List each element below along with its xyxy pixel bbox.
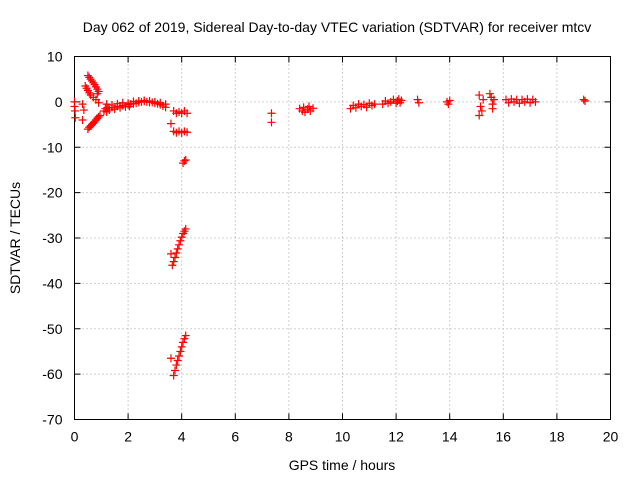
data-point	[95, 111, 104, 120]
data-point	[168, 261, 177, 270]
data-point	[179, 338, 188, 347]
y-tick-label: -40	[42, 275, 62, 291]
data-point	[397, 96, 406, 105]
data-point	[267, 118, 276, 127]
data-point	[183, 109, 192, 118]
ticks: 0 2 4 6 8 10 12 14 16 18 20 10 0 -10 -20 -30 -40 -50 -60 -7…	[42, 49, 618, 445]
data-point	[488, 104, 497, 113]
data-point	[71, 106, 80, 115]
data-point	[169, 257, 178, 266]
y-axis-label: SDTVAR / TECUs	[7, 182, 23, 294]
data-point	[171, 253, 179, 262]
data-point	[181, 155, 190, 164]
data-point	[89, 78, 98, 87]
data-point	[299, 103, 308, 112]
data-point	[370, 100, 379, 109]
data-point	[489, 95, 498, 104]
data-point	[444, 100, 453, 109]
data-point	[181, 224, 190, 233]
data-point	[71, 113, 80, 122]
y-tick-label: -20	[42, 185, 62, 201]
data-point	[156, 98, 165, 107]
data-point	[305, 102, 313, 111]
data-point	[579, 95, 588, 104]
data-point	[475, 111, 484, 120]
data-point	[445, 96, 454, 105]
data-point	[113, 99, 122, 108]
data-point	[181, 331, 190, 340]
data-point	[476, 102, 485, 111]
data-point	[108, 101, 117, 110]
x-tick-label: 8	[285, 429, 293, 445]
data-point	[94, 112, 103, 121]
data-point	[169, 371, 178, 380]
data-point	[93, 89, 102, 98]
data-point	[102, 100, 111, 109]
x-tick-label: 14	[442, 429, 458, 445]
data-point	[145, 96, 154, 105]
x-tick-label: 20	[603, 429, 619, 445]
data-point	[173, 244, 182, 253]
x-tick-label: 18	[549, 429, 565, 445]
data-point	[166, 119, 175, 128]
x-tick-label: 16	[496, 429, 512, 445]
data-point	[171, 366, 179, 375]
data-point	[477, 106, 486, 115]
data-point	[183, 128, 192, 137]
data-point	[485, 89, 494, 98]
data-point	[124, 99, 133, 108]
x-tick-label: 4	[178, 429, 186, 445]
data-point	[166, 249, 175, 258]
data-point	[176, 236, 185, 245]
data-point	[78, 100, 87, 109]
data-point	[94, 98, 103, 107]
data-point	[180, 156, 189, 165]
data-point	[161, 100, 170, 109]
data-point	[175, 351, 184, 360]
data-point	[176, 347, 185, 356]
y-tick-label: 0	[55, 94, 63, 110]
data-point	[479, 95, 488, 104]
data-point	[177, 342, 186, 351]
data-point	[362, 103, 371, 112]
data-point	[175, 240, 184, 249]
data-point	[309, 104, 318, 113]
x-tick-label: 10	[335, 429, 351, 445]
y-tick-label: -50	[42, 321, 62, 337]
y-tick-label: -30	[42, 230, 62, 246]
y-tick-label: -60	[42, 366, 62, 382]
data-point	[267, 109, 276, 118]
x-tick-label: 6	[231, 429, 239, 445]
data-point	[172, 361, 181, 370]
data-point	[531, 97, 540, 106]
data-point	[581, 96, 590, 105]
data-point	[79, 106, 88, 115]
data-point	[172, 248, 181, 257]
data-point	[414, 98, 423, 107]
x-tick-label: 0	[71, 429, 79, 445]
data-point	[475, 91, 484, 100]
y-tick-label: -70	[42, 412, 62, 428]
data-point	[78, 116, 87, 125]
data-point	[177, 233, 186, 242]
grid	[74, 56, 611, 420]
x-tick-label: 2	[124, 429, 132, 445]
x-axis-label: GPS time / hours	[289, 457, 396, 473]
x-tick-label: 12	[388, 429, 404, 445]
data-point	[150, 97, 159, 106]
chart-title: Day 062 of 2019, Sidereal Day-to-day VTE…	[83, 19, 592, 35]
y-tick-label: -10	[42, 139, 62, 155]
data-point	[166, 354, 175, 363]
data-points	[70, 71, 590, 380]
y-tick-label: 10	[47, 49, 63, 65]
data-point	[173, 356, 182, 365]
